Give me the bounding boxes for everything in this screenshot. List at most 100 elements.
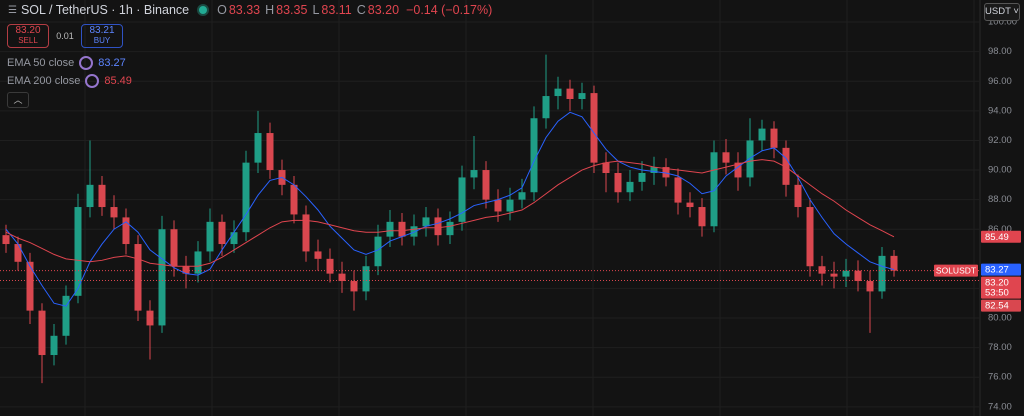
candle-body [650,167,658,174]
candle-body [386,221,394,237]
ohlc-value: 83.11 [321,3,352,17]
ohlc-legend: O 83.33 H 83.35 L 83.11 C 83.20 [217,3,402,17]
candle-body [638,173,646,182]
candle-body [74,207,82,296]
indicator-icon [79,56,94,70]
candle-body [878,255,886,292]
candle-body [134,244,142,311]
indicator-value: 85.49 [104,75,132,87]
candle-body [830,273,838,277]
y-tick-label: 80.00 [988,313,1012,324]
candle-body [518,192,526,200]
candle-body [2,235,10,245]
currency-button[interactable]: USDT ˅ [984,3,1020,21]
candle-body [506,199,514,212]
candle-body [38,310,46,356]
indicator-name: EMA 50 close [7,57,75,69]
sell-button[interactable]: 83.20 SELL [7,24,49,48]
candle-body [542,96,550,119]
ema-line [5,159,895,267]
indicator-legend[interactable]: EMA 200 close 85.49 [7,74,132,88]
symbol-tag [934,264,978,277]
currency: USDT [985,6,1011,17]
candle-body [170,229,178,267]
candle-body [806,207,814,267]
candle-body [578,93,586,100]
symbol-tag-label: SOLUSDT [936,265,976,275]
candle-body [710,152,718,227]
symbol-title[interactable]: SOL / TetherUS · 1h · Binance [20,3,190,17]
candle-body [482,170,490,200]
candle-body [266,133,274,171]
candle-body [218,221,226,245]
y-tick-label: 98.00 [988,46,1012,57]
candle-body [890,255,898,271]
candle-body [146,310,154,326]
candle-body [722,152,730,163]
y-tick-label: 88.00 [988,194,1012,205]
candle-body [254,133,262,163]
candle-body [62,295,70,336]
ohlc-value: 83.20 [367,3,400,17]
candle-body [422,217,430,227]
candle-body [782,147,790,185]
candle-body [614,173,622,193]
candle-body [242,162,250,233]
candle-body [686,202,694,208]
candle-body [770,128,778,148]
ohlc-label: C [356,3,366,17]
price-tag [981,276,1021,299]
candle-body [470,170,478,178]
candle-body [530,118,538,193]
candle-body [50,335,58,356]
y-tick-label: 74.00 [988,401,1012,412]
candle-body [314,251,322,259]
candle-body [674,177,682,203]
candle-body [290,184,298,215]
candle-body [86,184,94,208]
ohlc-label: H [265,3,275,17]
header: ☰ SOL / TetherUS · 1h · Binance O 83.33 H 8… [8,3,492,17]
y-tick-label: 94.00 [988,105,1012,116]
collapse-button[interactable]: ︿ [7,92,29,108]
ohlc-label: O [217,3,227,17]
buy-price: 83.21 [89,25,115,36]
price-tag-label: 83.20 [985,278,1009,289]
ohlc-label: L [312,3,320,17]
candle-body [362,266,370,292]
candle-body [866,281,874,292]
sell-label: SELL [18,36,38,45]
candle-body [338,273,346,282]
indicator-name: EMA 200 close [7,75,81,87]
price-tag-label: 85.49 [985,232,1009,243]
indicator-value: 83.27 [98,57,126,69]
y-tick-label: 92.00 [988,135,1012,146]
candle-body [302,214,310,252]
indicator-legend[interactable]: EMA 50 close 83.27 [7,56,126,70]
y-tick-label: 96.00 [988,76,1012,87]
candle-body [818,266,826,274]
price-tag [981,263,1021,276]
candle-body [698,207,706,227]
price-tag-label: 82.54 [985,301,1009,312]
menu-icon[interactable]: ☰ [8,4,17,16]
candle-body [626,181,634,193]
candle-body [14,244,22,262]
candle-body [194,251,202,274]
price-tag [981,299,1021,312]
candle-body [230,232,238,245]
market-status [197,4,210,16]
y-tick-label: 100.00 [988,17,1017,28]
candle-body [602,162,610,174]
candle-body [350,281,358,292]
candle-body [590,93,598,163]
candle-body [98,184,106,208]
candle-body [182,266,190,274]
candle-body [26,261,34,311]
candle-body [446,221,454,236]
candle-body [662,167,670,178]
buy-button[interactable]: 83.21 BUY [81,24,123,48]
ohlc-value: 83.35 [276,3,308,17]
